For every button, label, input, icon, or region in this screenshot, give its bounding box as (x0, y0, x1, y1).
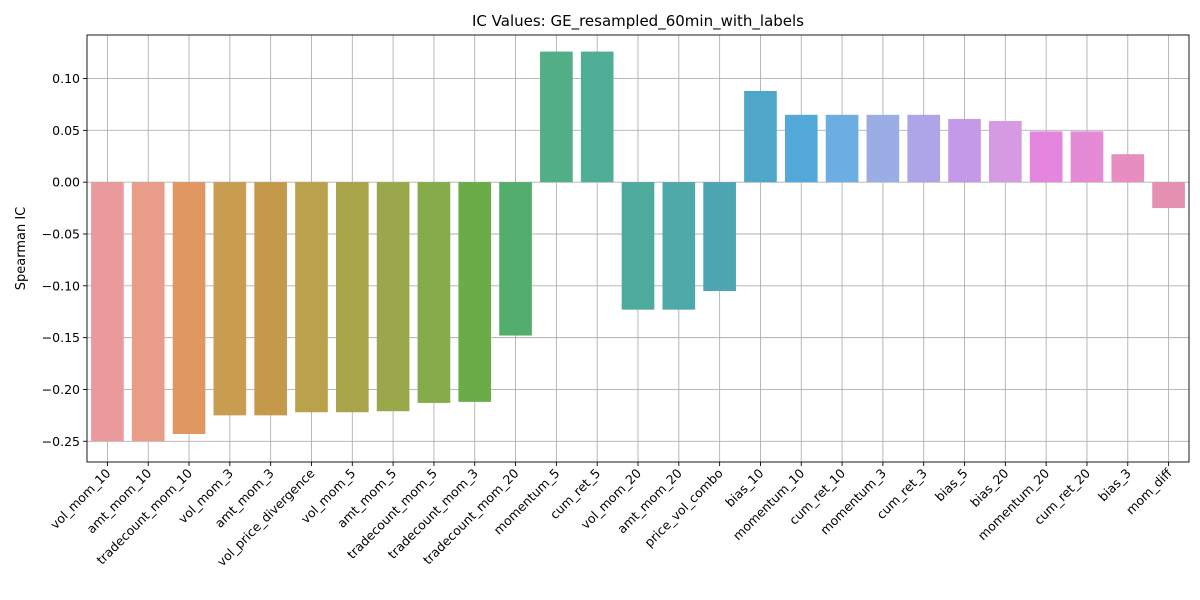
bar-momentum-20 (1029, 131, 1063, 183)
y-tick-label: −0.05 (42, 226, 80, 241)
bar-vol-mom-20 (621, 182, 655, 310)
bar-cum-ret-20 (1070, 131, 1104, 183)
bar-amt-mom-20 (662, 182, 696, 310)
bar-mom-diff (1152, 182, 1185, 209)
bar-tradecount-mom-10 (172, 182, 206, 435)
bar-cum-ret-10 (825, 114, 859, 183)
x-tick-label: bias_3 (1095, 466, 1134, 505)
bar-vol-mom-3 (213, 182, 247, 416)
bar-vol-mom-5 (335, 182, 369, 413)
x-tick-label: price_vol_combo (641, 466, 725, 550)
bar-bias-3 (1111, 154, 1145, 183)
y-axis-title: Spearman IC (14, 207, 29, 291)
chart-title: IC Values: GE_resampled_60min_with_label… (472, 12, 804, 31)
bar-momentum-3 (866, 114, 900, 183)
y-tick-label: −0.15 (42, 330, 80, 345)
bar-bias-20 (989, 121, 1022, 183)
bar-layer (91, 51, 1185, 442)
y-tick-label: 0.10 (52, 71, 80, 86)
y-tick-label: 0.05 (52, 123, 80, 138)
y-tick-label: −0.10 (42, 278, 80, 293)
bar-tradecount-mom-3 (458, 182, 492, 402)
bar-momentum-5 (540, 51, 573, 183)
x-tick-label: momentum_20 (975, 465, 1053, 543)
x-tick-label: momentum_10 (730, 465, 808, 543)
bar-vol-mom-10 (91, 182, 124, 442)
bar-tradecount-mom-20 (499, 182, 532, 336)
bar-amt-mom-5 (376, 182, 410, 412)
bar-price-vol-combo (703, 182, 736, 291)
bar-bias-5 (948, 118, 981, 183)
y-tick-label: −0.20 (42, 382, 80, 397)
y-tick-label: 0.00 (52, 175, 80, 190)
bar-bias-10 (744, 90, 777, 183)
bar-momentum-10 (784, 114, 818, 183)
bar-cum-ret-5 (580, 51, 614, 183)
bar-amt-mom-3 (254, 182, 287, 416)
bar-amt-mom-10 (131, 182, 165, 442)
bar-cum-ret-3 (907, 114, 941, 183)
x-tick-label: bias_5 (932, 466, 971, 505)
bar-vol-price-divergence (295, 182, 328, 413)
y-tick-label: −0.25 (42, 434, 80, 449)
bar-tradecount-mom-5 (417, 182, 451, 403)
